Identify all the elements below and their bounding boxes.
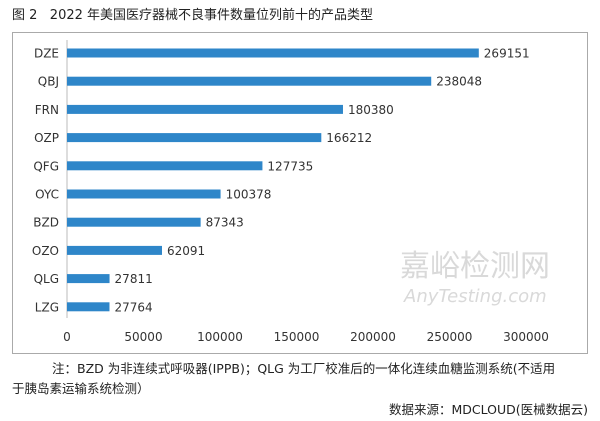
bar [67, 48, 479, 58]
category-label: QLG [34, 272, 59, 286]
category-label: OYC [35, 188, 59, 202]
category-label: QBJ [38, 75, 59, 89]
data-label: 27764 [114, 300, 152, 314]
data-label: 87343 [206, 216, 244, 230]
category-label: OZO [32, 244, 59, 258]
data-label: 127735 [267, 159, 313, 173]
data-label: 62091 [167, 244, 205, 258]
bar [67, 76, 432, 86]
bar [67, 217, 201, 227]
data-label: 180380 [348, 103, 394, 117]
data-source: 数据来源：MDCLOUD(医械数据云) [388, 402, 588, 417]
category-label: BZD [33, 216, 59, 230]
x-tick-label: 250000 [427, 330, 473, 344]
category-label: OZP [34, 131, 59, 145]
bar [67, 189, 221, 199]
watermark: 嘉峪检测网 [400, 249, 550, 284]
x-tick-label: 100000 [197, 330, 243, 344]
bar [67, 274, 110, 284]
note-line-2: 于胰岛素运输系统检测） [12, 381, 150, 396]
data-label: 269151 [484, 47, 530, 61]
data-label: 100378 [226, 188, 272, 202]
bar [67, 133, 322, 143]
note-line-1: 注：BZD 为非连续式呼吸器(IPPB)；QLG 为工厂校准后的一体化连续血糖监… [52, 361, 556, 376]
x-tick-label: 0 [63, 330, 71, 344]
category-label: LZG [35, 300, 59, 314]
category-label: FRN [35, 103, 59, 117]
category-label: QFG [33, 159, 59, 173]
data-label: 166212 [326, 131, 372, 145]
chart-title: 图 2 2022 年美国医疗器械不良事件数量位列前十的产品类型 [12, 8, 374, 23]
x-tick-label: 200000 [350, 330, 396, 344]
bar [67, 302, 110, 312]
bar [67, 245, 162, 255]
bar [67, 104, 343, 114]
category-label: DZE [34, 47, 59, 61]
watermark-url: AnyTesting.com [404, 286, 547, 307]
chart-frame [12, 32, 588, 354]
bar [67, 161, 263, 171]
x-tick-label: 150000 [274, 330, 320, 344]
x-tick-label: 50000 [124, 330, 162, 344]
data-label: 27811 [115, 272, 153, 286]
x-tick-label: 300000 [503, 330, 549, 344]
data-label: 238048 [436, 75, 482, 89]
